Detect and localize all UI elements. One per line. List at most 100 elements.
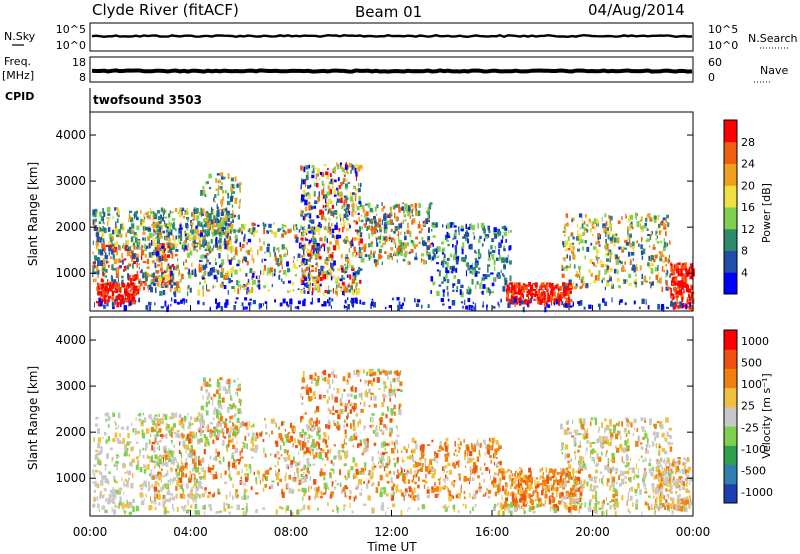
range-gate-cell (179, 485, 182, 489)
range-gate-cell (326, 174, 330, 180)
range-gate-cell (114, 479, 117, 483)
range-gate-cell (277, 457, 281, 460)
range-gate-cell (204, 254, 208, 259)
range-gate-cell (543, 295, 546, 298)
range-gate-cell (333, 260, 336, 266)
range-gate-cell (393, 405, 395, 409)
range-gate-cell (234, 460, 237, 463)
range-gate-cell (684, 267, 688, 271)
range-gate-cell (158, 226, 162, 232)
range-gate-cell (359, 232, 363, 238)
range-gate-cell (390, 209, 392, 215)
range-gate-cell (583, 221, 586, 225)
range-gate-cell (216, 203, 218, 209)
range-gate-cell (300, 225, 303, 230)
range-gate-cell (610, 240, 612, 244)
range-gate-cell (482, 284, 486, 289)
range-gate-cell (139, 467, 143, 473)
range-gate-cell (377, 368, 381, 372)
range-gate-cell (242, 441, 244, 445)
range-gate-cell (409, 203, 414, 208)
range-gate-cell (205, 409, 207, 412)
range-gate-cell (123, 226, 125, 231)
range-gate-cell (366, 371, 369, 376)
range-gate-cell (138, 241, 140, 247)
range-gate-cell (179, 207, 182, 211)
range-gate-cell (215, 389, 219, 395)
range-gate-cell (352, 200, 354, 204)
range-gate-cell (679, 301, 682, 308)
range-gate-cell (279, 259, 283, 266)
range-gate-cell (334, 224, 338, 230)
range-gate-cell (407, 260, 410, 265)
range-gate-cell (195, 492, 198, 497)
range-gate-cell (348, 210, 351, 216)
range-gate-cell (141, 245, 143, 250)
range-gate-cell (194, 273, 197, 277)
range-gate-cell (284, 246, 287, 249)
range-gate-cell (96, 269, 100, 275)
range-gate-cell (487, 264, 491, 267)
cpid-value: twofsound 3503 (93, 93, 202, 107)
range-gate-cell (274, 231, 278, 237)
range-gate-cell (486, 304, 488, 311)
range-gate-cell (309, 446, 313, 451)
range-gate-cell (474, 303, 477, 307)
range-gate-cell (558, 301, 561, 306)
range-gate-cell (628, 283, 632, 286)
range-gate-cell (364, 462, 367, 468)
range-gate-cell (352, 425, 356, 432)
range-gate-cell (149, 505, 153, 510)
range-gate-cell (223, 423, 228, 428)
range-gate-cell (166, 280, 169, 284)
range-gate-cell (314, 191, 316, 197)
range-gate-cell (254, 448, 258, 453)
range-gate-cell (316, 285, 319, 291)
range-gate-cell (144, 253, 147, 258)
range-gate-cell (475, 251, 477, 254)
range-gate-cell (321, 458, 324, 461)
range-gate-cell (345, 287, 348, 292)
range-gate-cell (403, 214, 406, 218)
range-gate-cell (487, 289, 491, 293)
range-gate-cell (274, 470, 277, 475)
range-gate-cell (92, 503, 96, 508)
range-gate-cell (104, 255, 108, 260)
range-gate-cell (114, 207, 116, 211)
range-gate-cell (565, 213, 569, 218)
range-gate-cell (115, 422, 117, 426)
range-gate-cell (313, 455, 315, 459)
range-gate-cell (175, 433, 179, 438)
range-gate-cell (507, 254, 510, 258)
range-gate-cell (569, 285, 572, 288)
range-gate-cell (527, 296, 529, 300)
range-gate-cell (136, 234, 139, 239)
range-gate-cell (265, 223, 267, 227)
range-gate-cell (326, 238, 328, 244)
range-gate-cell (162, 247, 165, 252)
range-gate-cell (262, 473, 266, 479)
range-gate-cell (650, 231, 652, 237)
range-gate-cell (190, 492, 194, 496)
range-gate-cell (398, 409, 402, 416)
range-gate-cell (342, 205, 345, 208)
range-gate-cell (94, 212, 98, 218)
range-gate-cell (558, 294, 562, 300)
range-gate-cell (550, 294, 554, 301)
range-gate-cell (227, 173, 230, 179)
range-gate-cell (355, 282, 358, 287)
range-gate-cell (304, 199, 308, 206)
range-gate-cell (292, 443, 294, 448)
range-gate-cell (173, 460, 175, 464)
range-gate-cell (106, 453, 109, 459)
range-gate-cell (207, 467, 211, 473)
range-gate-cell (151, 240, 153, 246)
range-gate-cell (216, 230, 220, 234)
range-gate-cell (241, 469, 243, 474)
range-gate-cell (300, 214, 304, 217)
range-gate-cell (290, 488, 295, 494)
range-gate-cell (255, 445, 257, 449)
range-gate-cell (353, 370, 356, 376)
range-gate-cell (169, 229, 173, 235)
range-gate-cell (685, 279, 688, 285)
